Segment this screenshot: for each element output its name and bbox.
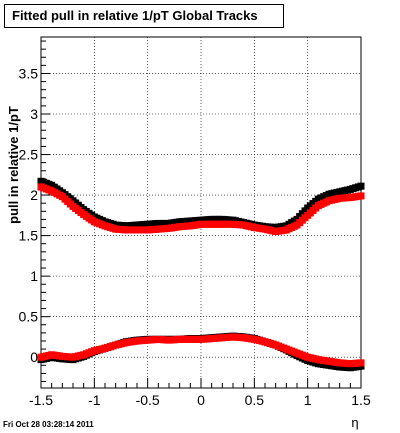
y-tick-label: 3.5 (19, 65, 39, 81)
y-tick-label: 2.5 (19, 147, 39, 163)
chart-title: Fitted pull in relative 1/pT Global Trac… (4, 4, 284, 28)
y-tick-label: 1.5 (19, 228, 39, 244)
x-tick-label: 1 (304, 392, 312, 408)
x-tick-label: 0.5 (245, 392, 265, 408)
y-tick-label: 2 (30, 187, 38, 203)
x-tick-label: 1.5 (351, 392, 371, 408)
x-axis-label: η (351, 415, 358, 430)
y-axis-label: pull in relative 1/pT (6, 106, 21, 224)
y-tick-label: 0.5 (19, 309, 39, 325)
y-tick-label: 3 (30, 106, 38, 122)
x-tick-label: -1.5 (29, 392, 53, 408)
timestamp-footer: Fri Oct 28 03:28:14 2011 (3, 420, 94, 429)
y-tick-label: 1 (30, 268, 38, 284)
data-point (357, 192, 365, 200)
x-tick-label: -0.5 (136, 392, 160, 408)
data-series-1 (37, 183, 365, 236)
data-point (357, 359, 365, 367)
x-tick-label: -1 (88, 392, 101, 408)
data-series-3 (37, 333, 365, 368)
y-tick-label: 0 (30, 349, 38, 365)
data-point (357, 182, 365, 190)
x-tick-label: 0 (197, 392, 205, 408)
